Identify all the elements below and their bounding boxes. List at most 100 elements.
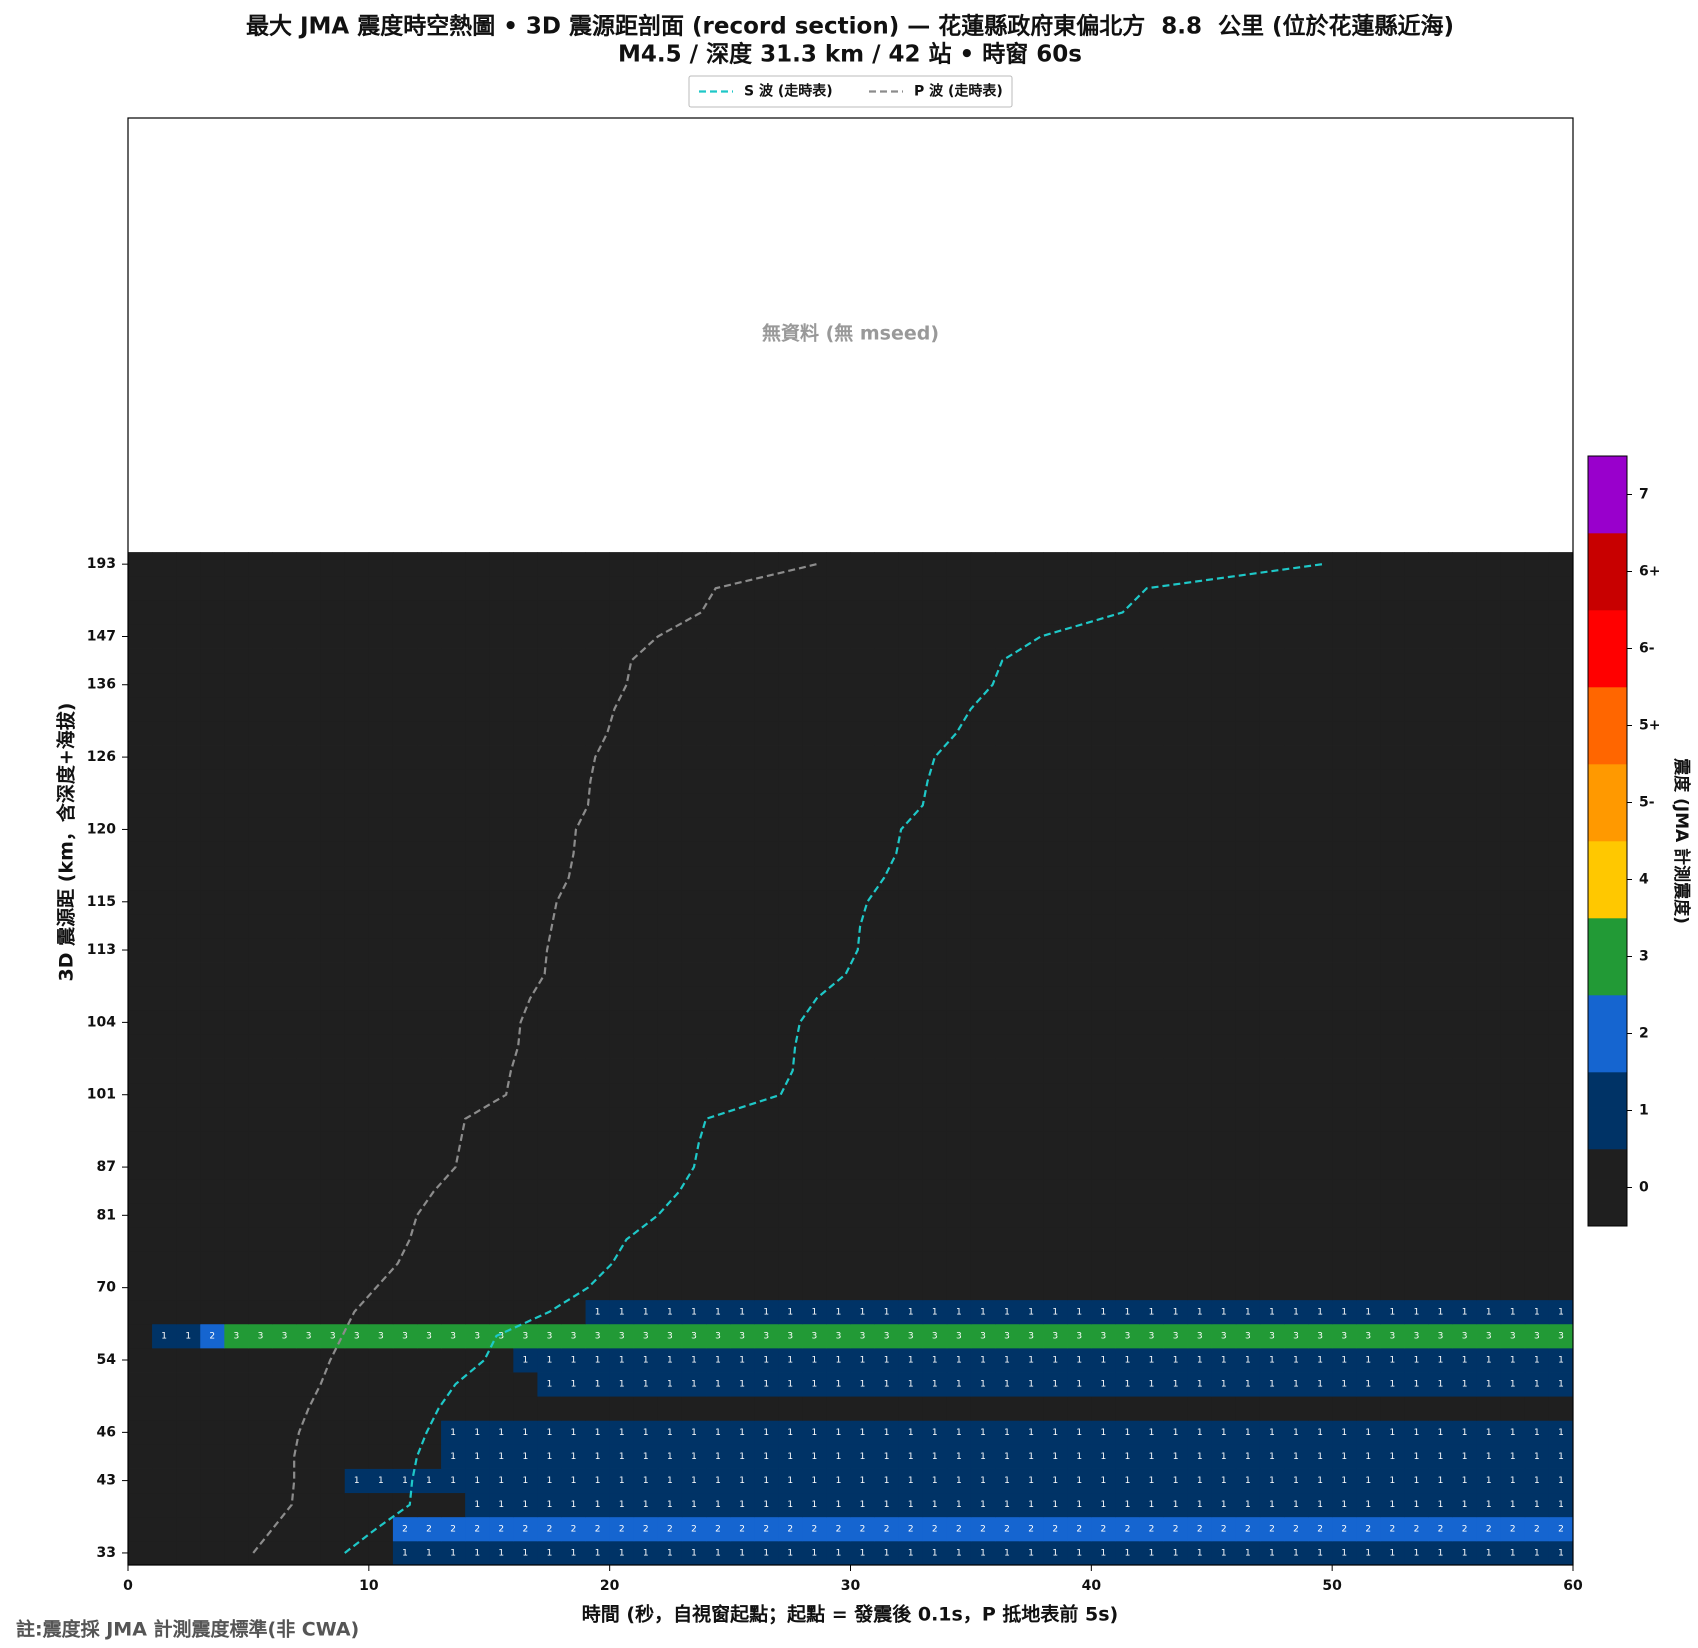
heatmap-cell (1380, 1299, 1405, 1325)
heatmap-cell (176, 937, 201, 963)
cell-label: 1 (1365, 1428, 1371, 1438)
heatmap-cell (1524, 720, 1550, 746)
heatmap-cell (1091, 937, 1116, 963)
heatmap-cell (465, 1516, 490, 1542)
heatmap-cell (1187, 1347, 1213, 1373)
heatmap-cell (1524, 552, 1550, 577)
cell-label: 1 (884, 1500, 890, 1510)
heatmap-cell (320, 889, 346, 915)
heatmap-cell (152, 1203, 177, 1228)
cell-label: 1 (523, 1452, 529, 1462)
cell-label: 2 (643, 1524, 649, 1534)
heatmap-cell (826, 624, 851, 649)
heatmap-cell (1380, 1058, 1405, 1084)
heatmap-cell (513, 1396, 538, 1421)
heatmap-cell (1308, 1299, 1333, 1325)
heatmap-cell (489, 1468, 514, 1494)
heatmap-cell (1452, 817, 1478, 842)
heatmap-cell (826, 1227, 851, 1252)
cell-label: 1 (812, 1428, 818, 1438)
heatmap-cell (995, 1034, 1020, 1059)
cell-label: 3 (812, 1331, 818, 1341)
heatmap-cell (1404, 1082, 1429, 1108)
cell-label: 1 (908, 1548, 914, 1558)
heatmap-cell (922, 913, 948, 939)
heatmap-cell (1115, 793, 1140, 818)
heatmap-cell (1452, 745, 1478, 770)
heatmap-cell (657, 841, 683, 867)
heatmap-cell (802, 1323, 827, 1349)
heatmap-cell (1284, 1516, 1309, 1542)
heatmap-cell (922, 1372, 948, 1397)
heatmap-cell (730, 1347, 755, 1373)
heatmap-cell (1308, 986, 1333, 1011)
heatmap-cell (513, 889, 538, 915)
heatmap-cell (778, 986, 803, 1011)
heatmap-cell (633, 1420, 659, 1445)
cell-label: 1 (956, 1476, 962, 1486)
heatmap-cell (248, 696, 273, 722)
heatmap-cell (1524, 1179, 1550, 1204)
heatmap-cell (441, 1034, 466, 1059)
chart-subtitle: M4.5 / 深度 31.3 km / 42 站 • 時窗 60s (618, 41, 1082, 68)
heatmap-cell (1476, 720, 1502, 746)
heatmap-cell (1043, 1275, 1068, 1301)
heatmap-cell (392, 1106, 418, 1132)
heatmap-cell (272, 1227, 297, 1252)
heatmap-cell (995, 841, 1020, 867)
cell-label: 2 (1558, 1524, 1564, 1534)
heatmap-cell (1284, 1034, 1309, 1059)
heatmap-cell (1476, 1299, 1502, 1325)
heatmap-cell (922, 1082, 948, 1108)
heatmap-cell (802, 1155, 827, 1180)
heatmap-cell (1115, 648, 1140, 674)
heatmap-cell (1356, 1396, 1381, 1421)
heatmap-cell (1380, 1420, 1405, 1445)
heatmap-cell (585, 1396, 611, 1421)
heatmap-cell (922, 1010, 948, 1035)
heatmap-cell (441, 817, 466, 842)
heatmap-cell (826, 1179, 851, 1204)
colorbar-label: 5+ (1639, 718, 1660, 734)
heatmap-cell (1019, 552, 1044, 577)
heatmap-cell (200, 1516, 225, 1542)
cell-label: 3 (1558, 1331, 1564, 1341)
heatmap-cell (1187, 1299, 1213, 1325)
heatmap-cell (417, 1299, 442, 1325)
heatmap-cell (1211, 865, 1237, 891)
cell-label: 1 (691, 1380, 697, 1390)
y-tick-label: 43 (97, 1473, 116, 1489)
heatmap-cell (248, 1155, 273, 1180)
heatmap-cell (320, 696, 346, 722)
heatmap-cell (995, 624, 1020, 649)
heatmap-cell (802, 1540, 827, 1566)
cell-label: 1 (1365, 1452, 1371, 1462)
heatmap-cell (681, 1396, 707, 1421)
heatmap-cell (1356, 1058, 1381, 1084)
heatmap-cell (368, 1058, 394, 1084)
heatmap-cell (1211, 841, 1237, 867)
footnote: 註:震度採 JMA 計測震度標準(非 CWA) (16, 1618, 359, 1641)
heatmap-cell (1428, 1323, 1453, 1349)
heatmap-cell (898, 648, 924, 674)
cell-label: 1 (1462, 1500, 1468, 1510)
heatmap-cell (513, 937, 538, 963)
cell-label: 1 (836, 1476, 842, 1486)
cell-label: 1 (1534, 1428, 1540, 1438)
heatmap-cell (1235, 1540, 1261, 1566)
heatmap-cell (609, 672, 635, 698)
heatmap-cell (417, 552, 442, 577)
y-tick-label: 70 (97, 1280, 117, 1296)
heatmap-cell (1548, 817, 1574, 842)
heatmap-cell (392, 1516, 418, 1542)
heatmap-cell (1404, 1516, 1429, 1542)
heatmap-cell (1187, 745, 1213, 770)
heatmap-cell (1428, 720, 1453, 746)
heatmap-cell (898, 1058, 924, 1084)
heatmap-cell (1067, 1372, 1092, 1397)
cell-label: 1 (884, 1380, 890, 1390)
heatmap-cell (850, 889, 875, 915)
heatmap-cell (1356, 913, 1381, 939)
heatmap-cell (176, 1058, 201, 1084)
heatmap-cell (392, 552, 418, 577)
